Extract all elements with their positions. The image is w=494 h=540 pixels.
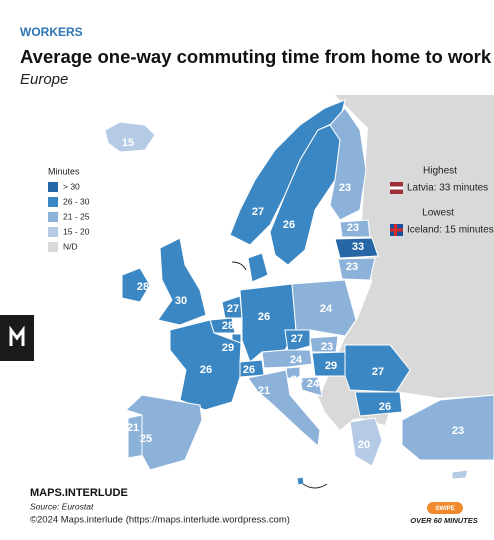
legend-swatch	[48, 227, 58, 237]
copyright: ©2024 Maps.interlude (https://maps.inter…	[30, 515, 290, 526]
region	[339, 219, 371, 238]
region-value: 24	[290, 354, 303, 366]
region	[337, 257, 376, 281]
region-value: 29	[222, 342, 234, 354]
region-value: 21	[127, 422, 139, 434]
kicker: WORKERS	[20, 25, 83, 39]
region-labels: 15 27 26 23 23 33 23 26 28 30 27 28 29 26 24 26 27 23 24 29…	[122, 137, 469, 494]
region-value: 33	[352, 241, 364, 253]
flag-stripe	[390, 186, 403, 190]
lowest-title: Lowest	[422, 208, 454, 219]
legend-swatch	[48, 242, 58, 252]
swipe-caption: OVER 60 MINUTES	[410, 516, 478, 525]
region	[121, 267, 151, 303]
legend-swatch	[48, 212, 58, 222]
regions	[104, 99, 494, 486]
region-value: 26	[243, 364, 255, 376]
subtitle: Europe	[20, 71, 68, 88]
region-value: 27	[291, 333, 303, 345]
region	[284, 329, 311, 353]
region-value: 23	[452, 425, 464, 437]
region	[451, 469, 469, 480]
pointer-arrow	[302, 483, 328, 489]
region	[329, 107, 367, 221]
region-value: 15	[122, 137, 134, 149]
region-value: 26	[218, 257, 230, 269]
region-value: 30	[175, 295, 187, 307]
legend: > 30 26 - 30 21 - 25 15 - 20 N/D	[48, 181, 90, 252]
logo-mark	[9, 325, 25, 346]
region	[354, 391, 403, 417]
region	[299, 376, 323, 397]
highest-text: Latvia: 33 minutes	[407, 183, 488, 194]
region-value: 26	[200, 364, 212, 376]
brand: MAPS.INTERLUDE	[30, 487, 128, 499]
swipe-button[interactable]	[427, 502, 463, 514]
region-value: 21	[258, 385, 270, 397]
region-value: 25	[140, 433, 152, 445]
region-value: 23	[347, 222, 359, 234]
region	[125, 394, 203, 471]
region	[229, 99, 346, 246]
region	[247, 369, 321, 448]
region-value: 26	[258, 311, 270, 323]
region	[349, 417, 383, 467]
region	[104, 121, 156, 153]
legend-swatch	[48, 182, 58, 192]
region-value: 24	[320, 303, 333, 315]
region-value: 26	[283, 219, 295, 231]
region	[169, 319, 242, 411]
region-value: 26	[379, 401, 391, 413]
region-value: 23	[291, 374, 303, 386]
region-value: 24	[307, 378, 320, 390]
legend-label: 15 - 20	[63, 226, 90, 236]
region-value: 28	[222, 320, 234, 332]
region	[157, 237, 207, 326]
flag-cross	[394, 224, 397, 236]
region	[247, 252, 269, 283]
region-value: 20	[358, 439, 370, 451]
swipe-label[interactable]: SWIPE	[435, 506, 454, 512]
region-value: 27	[227, 303, 239, 315]
region-value: 19	[457, 482, 469, 494]
region	[261, 349, 313, 369]
region-value: 23	[321, 341, 333, 353]
pointer-arrow	[231, 261, 247, 271]
no-data-land	[318, 392, 352, 430]
legend-label: 26 - 30	[63, 196, 90, 206]
no-data-land	[320, 95, 494, 425]
legend-label: N/D	[63, 241, 78, 251]
legend-swatch	[48, 197, 58, 207]
region-value: 23	[346, 261, 358, 273]
highest-title: Highest	[423, 166, 457, 177]
land	[318, 95, 494, 430]
legend-label: > 30	[63, 181, 80, 191]
region-value: 27	[372, 366, 384, 378]
lowest-text: Iceland: 15 minutes	[407, 225, 494, 236]
region-value: 27	[252, 206, 264, 218]
legend-label: 21 - 25	[63, 211, 90, 221]
region	[334, 237, 379, 259]
title: Average one-way commuting time from home…	[20, 46, 492, 67]
region	[296, 476, 305, 486]
region-value: 29	[325, 360, 337, 372]
region-value: 28	[137, 281, 149, 293]
source: Source: Eurostat	[30, 501, 94, 511]
region-value: 23	[339, 182, 351, 194]
region	[401, 394, 494, 461]
region-value: 26	[330, 475, 342, 487]
legend-title: Minutes	[48, 166, 80, 176]
